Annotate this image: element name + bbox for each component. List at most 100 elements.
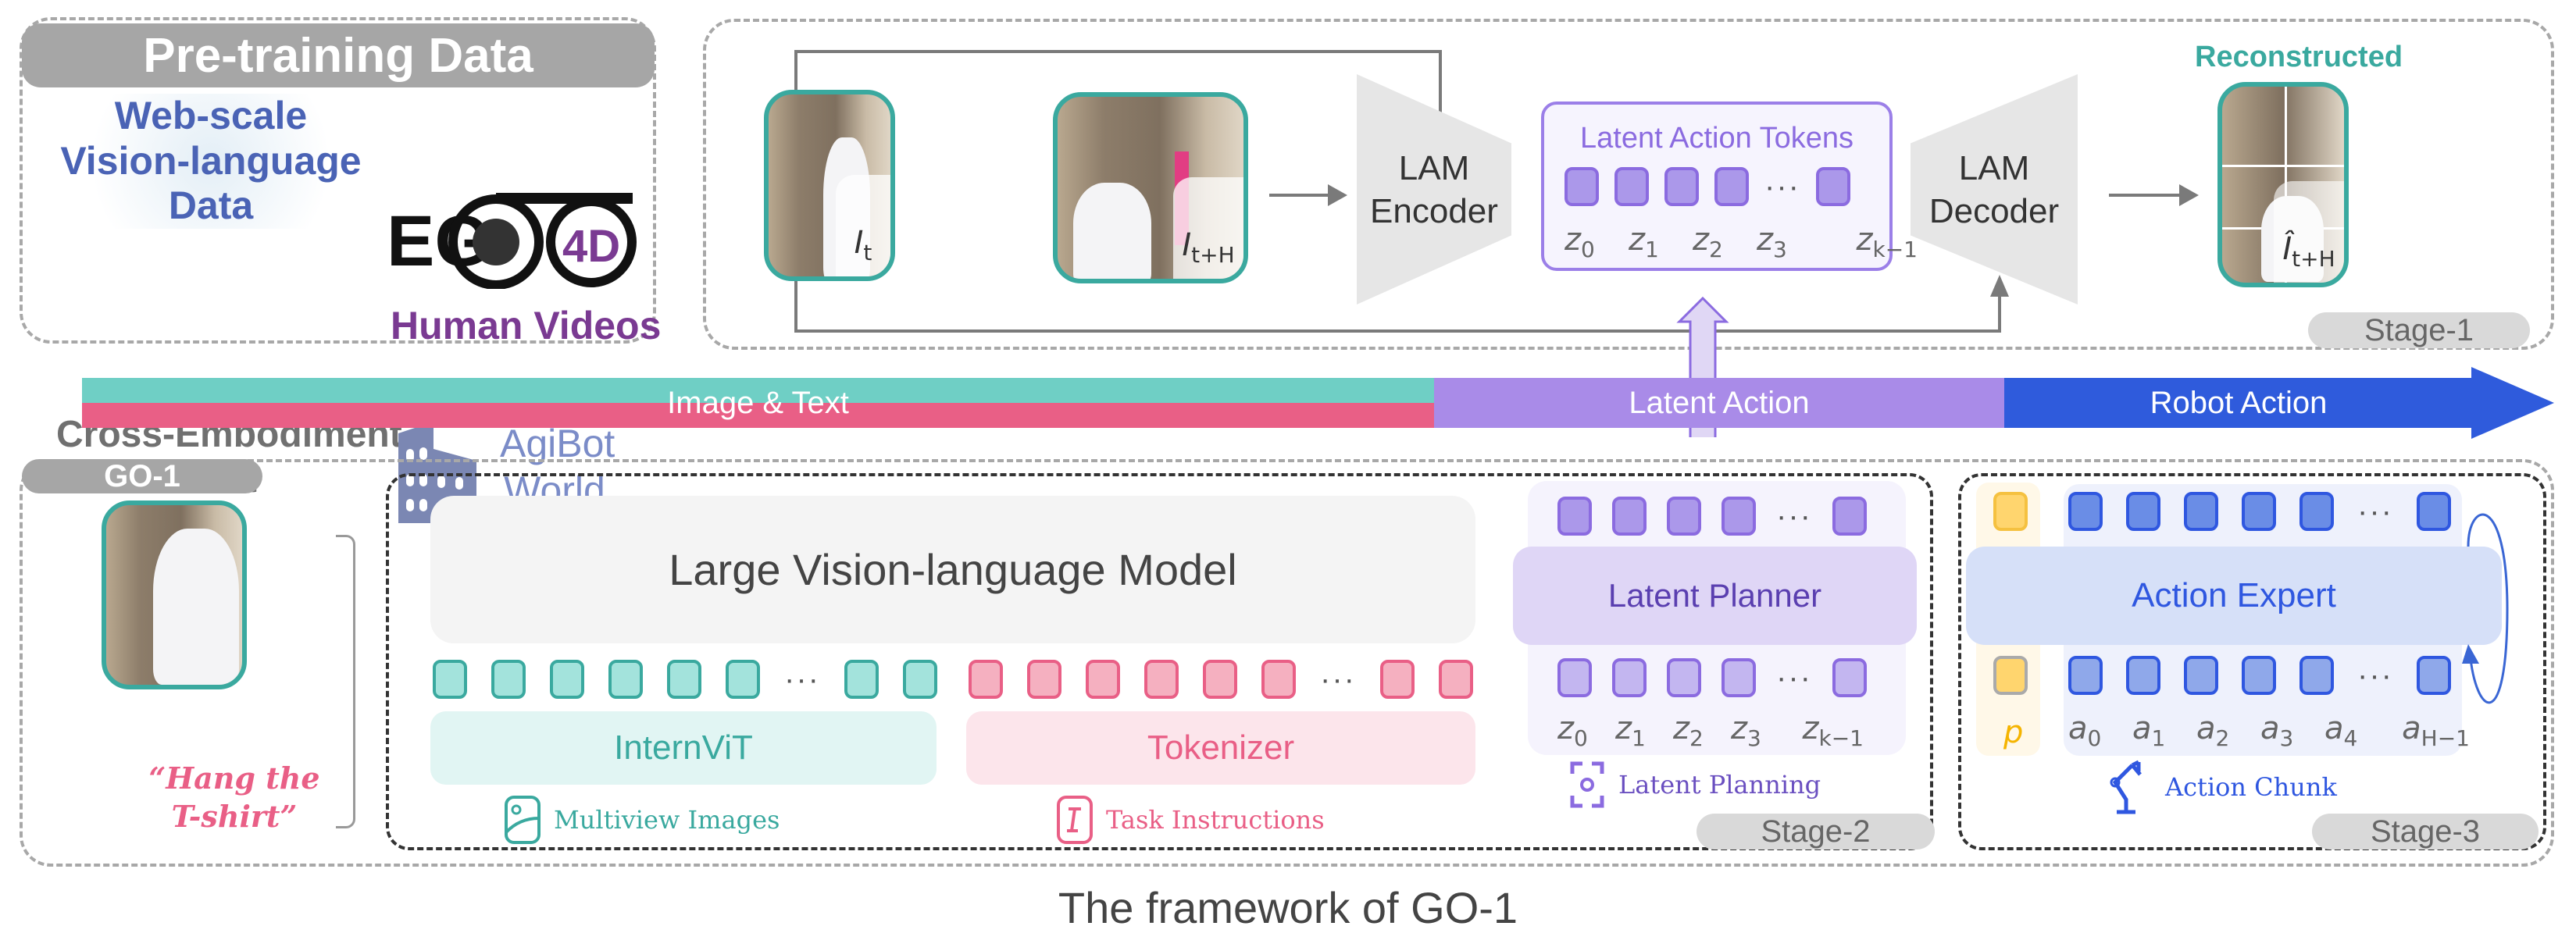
token — [2416, 656, 2451, 695]
token — [1261, 660, 1296, 699]
token — [1379, 660, 1415, 699]
stage3-label: Stage-3 — [2312, 814, 2539, 849]
go1-panel — [20, 459, 2554, 867]
denoise-loop-arrow-icon — [2462, 513, 2509, 704]
token — [1714, 167, 1749, 206]
tokenizer-box: Tokenizer — [966, 711, 1475, 785]
latent-action-tokens-title: Latent Action Tokens — [1580, 122, 1854, 155]
image-icon — [505, 796, 541, 844]
token — [1612, 497, 1647, 536]
token — [2299, 492, 2334, 531]
token — [1612, 658, 1647, 697]
action-symbols-row: a0 a1 a2 a3 a4 aH−1 — [2068, 711, 2470, 751]
token — [1815, 167, 1850, 206]
symbol-label: z1 — [1615, 711, 1646, 751]
token — [844, 660, 879, 699]
token — [2126, 656, 2160, 695]
symbol-label: a3 — [2260, 711, 2294, 751]
token — [1664, 167, 1699, 206]
symbol-label: z0 — [1565, 222, 1595, 262]
pretraining-title: Pre-training Data — [22, 23, 655, 87]
human-videos-label: Human Videos — [391, 304, 662, 347]
web-data-label: Web-scale Vision-language Data — [55, 94, 367, 229]
proprio-token-top — [1993, 492, 2028, 531]
proprio-symbol: p — [2003, 714, 2024, 750]
text-cursor-icon — [1057, 796, 1093, 844]
symbol-label: z3 — [1731, 711, 1761, 751]
token — [1438, 660, 1473, 699]
stage1-connectors — [794, 50, 2199, 437]
instruction-text: “Hang the T-shirt” — [148, 760, 320, 835]
token — [2416, 492, 2451, 531]
ellipsis: ··· — [1776, 499, 1812, 533]
text-token-row: ··· — [969, 660, 1473, 699]
token — [1027, 660, 1061, 699]
token — [2299, 656, 2334, 695]
symbol-label: zk−1 — [1802, 711, 1864, 751]
skip-arrow-bottom — [794, 281, 2001, 333]
token — [726, 660, 760, 699]
ellipsis: ··· — [1764, 169, 1800, 204]
token — [902, 660, 937, 699]
figure-caption: The framework of GO-1 — [1058, 883, 1518, 932]
ego4d-glasses-icon: EG 4D — [387, 193, 637, 290]
ellipsis: ··· — [2357, 658, 2393, 693]
token — [1667, 497, 1701, 536]
vlm-box: Large Vision-language Model — [430, 496, 1475, 643]
symbol-label: z2 — [1673, 711, 1704, 751]
timeline-latent-action: Latent Action — [1434, 378, 2004, 428]
symbol-label: z1 — [1629, 222, 1659, 262]
token — [550, 660, 584, 699]
token — [433, 660, 467, 699]
token — [1557, 658, 1592, 697]
ellipsis: ··· — [1320, 662, 1356, 696]
vision-token-row: ··· — [433, 660, 937, 699]
token — [2068, 656, 2103, 695]
token — [2068, 492, 2103, 531]
symbol-label: a0 — [2068, 711, 2102, 751]
token — [2184, 656, 2218, 695]
image-frame-t: It — [764, 90, 895, 281]
stage3-panel — [1958, 473, 2546, 850]
token — [2242, 492, 2276, 531]
symbol-label: z0 — [1557, 711, 1588, 751]
stage1-label: Stage-1 — [2308, 312, 2530, 348]
reconstructed-label: Reconstructed — [2195, 41, 2403, 73]
token — [608, 660, 643, 699]
latent-token-row-bottom: ··· — [1557, 658, 1867, 697]
ego4d-logo: EG 4D — [387, 183, 637, 290]
latent-action-tokens-box: Latent Action Tokens ··· z0 z1 z2 z3 zk−1 — [1541, 102, 1918, 271]
timeline-robot-action: Robot Action — [2004, 378, 2473, 428]
symbol-label: z3 — [1757, 222, 1787, 262]
token — [2184, 492, 2218, 531]
focus-target-icon — [1570, 761, 1604, 808]
symbol-label: aH−1 — [2402, 711, 2470, 751]
pretraining-panel — [20, 17, 656, 344]
timeline-image-text: Image & Text — [82, 378, 1434, 428]
action-token-row-top: ··· — [2068, 492, 2451, 531]
timeline-arrowhead-icon — [2471, 367, 2554, 439]
internvit-box: InternViT — [430, 711, 937, 785]
token — [1832, 497, 1867, 536]
svg-text:4D: 4D — [562, 221, 620, 272]
multiview-images-legend: Multiview Images — [504, 795, 780, 845]
latent-planner-box: Latent Planner — [1513, 547, 1917, 645]
go1-title: GO-1 — [22, 459, 262, 493]
stage2-panel — [386, 473, 1933, 850]
token — [1203, 660, 1237, 699]
action-token-row-bottom: ··· — [2068, 656, 2451, 695]
token — [1721, 658, 1756, 697]
symbol-label: zk−1 — [1856, 222, 1918, 262]
stage1-panel — [703, 19, 2554, 350]
proprio-token-bottom — [1993, 656, 2028, 695]
token — [667, 660, 701, 699]
token — [2126, 492, 2160, 531]
latent-planning-legend: Latent Planning — [1570, 761, 1821, 808]
image-frame-t-plus-h: It+H — [1053, 92, 1248, 283]
ellipsis: ··· — [1776, 661, 1812, 695]
symbol-label: a4 — [2324, 711, 2358, 751]
token — [491, 660, 526, 699]
symbol-label: z2 — [1693, 222, 1723, 262]
token — [1832, 658, 1867, 697]
stage2-label: Stage-2 — [1697, 814, 1935, 849]
